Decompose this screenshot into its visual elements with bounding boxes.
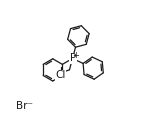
Text: P: P — [70, 53, 76, 63]
Text: Cl: Cl — [56, 70, 66, 80]
Text: +: + — [72, 51, 79, 60]
Text: Br⁻: Br⁻ — [16, 101, 33, 112]
